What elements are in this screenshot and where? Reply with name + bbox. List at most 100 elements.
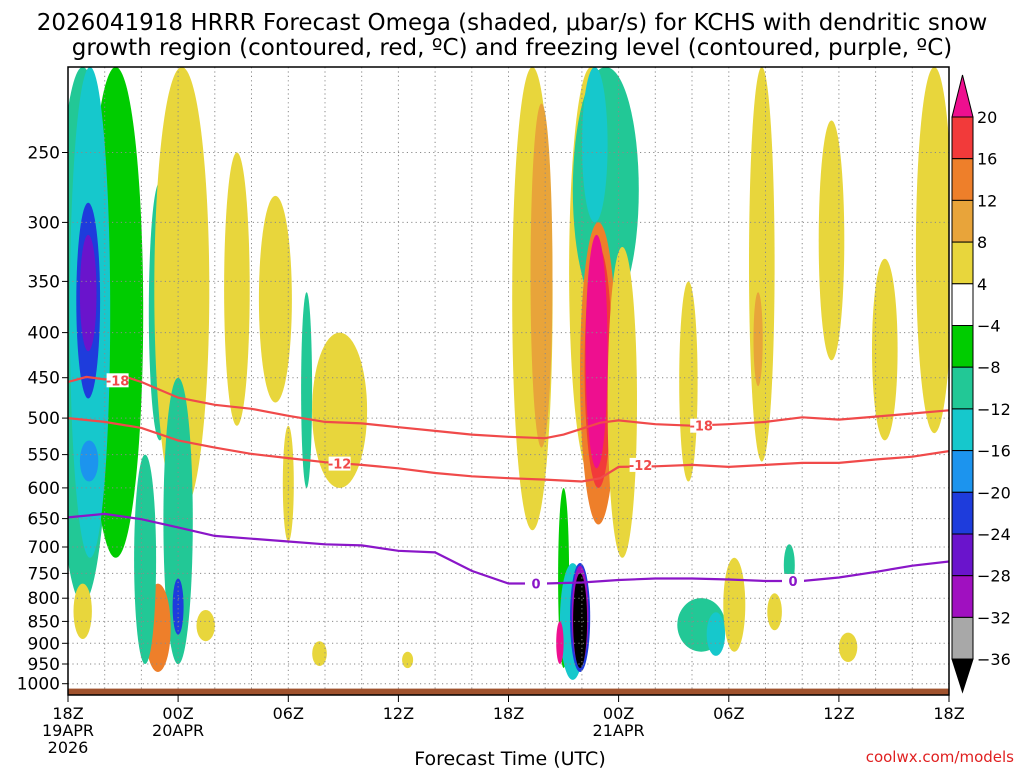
y-tick-label-800: 800	[28, 589, 60, 609]
x-tick-label-30-1: 21APR	[593, 721, 645, 740]
omega-region-39	[556, 621, 564, 664]
colorbar-label-8: −16	[977, 442, 1011, 461]
contour-label-2-0: 0	[531, 578, 540, 593]
contour-label-bg	[106, 373, 129, 388]
x-axis-title: Forecast Time (UTC)	[414, 748, 605, 768]
y-tick-label-250: 250	[28, 144, 60, 164]
colorbar-label-0: 20	[977, 108, 997, 127]
omega-region-42	[723, 557, 746, 652]
omega-region-20	[312, 332, 368, 488]
y-tick-label-950: 950	[28, 655, 60, 675]
y-tick-label-650: 650	[28, 510, 60, 530]
omega-region-38	[573, 573, 588, 668]
y-tick-label-300: 300	[28, 213, 60, 233]
omega-region-43	[679, 281, 698, 482]
contour-label-bg	[629, 457, 652, 472]
omega-region-44	[749, 67, 775, 462]
colorbar-label-1: 16	[977, 150, 997, 169]
contour-label-1-0: -12	[328, 458, 352, 473]
colorbar-bin-6	[951, 325, 974, 368]
colorbar-bin-13	[951, 616, 974, 660]
x-tick-label-12-0: 06Z	[273, 704, 304, 723]
omega-region-51	[838, 632, 858, 662]
chart-title-line1: 2026041918 HRRR Forecast Omega (shaded, …	[37, 10, 988, 36]
chart-title-line2: growth region (contoured, red, ºC) and f…	[72, 35, 953, 61]
contour-label-bg	[525, 576, 547, 591]
x-tick-label-18-0: 12Z	[383, 704, 414, 723]
colorbar-label-12: −32	[977, 608, 1011, 627]
colorbar-label-13: −36	[977, 650, 1011, 669]
contour-line-1	[68, 417, 949, 483]
x-tick-label-6-0: 00Z	[162, 704, 193, 723]
x-tick-label-48-0: 18Z	[933, 704, 964, 723]
omega-region-45	[753, 292, 763, 387]
omega-region-50	[767, 593, 782, 631]
colorbar-bottom-arrow	[951, 658, 974, 694]
omega-region-24	[282, 425, 294, 542]
colorbar-bin-9	[951, 450, 974, 493]
omega-region-5	[79, 440, 99, 482]
omega-region-18	[224, 152, 250, 426]
omega-region-15	[134, 454, 157, 664]
colorbar-top-arrow	[951, 74, 974, 118]
x-tick-label-0-0: 18Z	[52, 704, 83, 723]
x-tick-label-6-1: 20APR	[152, 721, 204, 740]
x-tick-label-42-0: 12Z	[823, 704, 854, 723]
x-tick-label-30-0: 00Z	[603, 704, 634, 723]
contour-label-0-0: -18	[106, 374, 130, 389]
omega-region-22	[402, 651, 414, 669]
omega-region-21	[312, 641, 327, 666]
colorbar-bin-7	[951, 366, 974, 410]
colorbar-bin-5	[951, 283, 974, 326]
contour-line-0	[68, 374, 949, 440]
x-tick-label-36-0: 06Z	[713, 704, 744, 723]
omega-region-33	[607, 247, 637, 558]
contour-label-2-1: 0	[788, 575, 797, 590]
colorbar-label-9: −20	[977, 483, 1011, 502]
colorbar-label-4: 4	[977, 275, 987, 294]
omega-region-23	[301, 292, 313, 488]
y-tick-label-450: 450	[28, 369, 60, 389]
contour-label-bg	[782, 574, 804, 588]
y-tick-label-400: 400	[28, 324, 60, 344]
contour-label-bg	[690, 418, 713, 433]
ground-surface	[68, 688, 949, 695]
colorbar-label-10: −24	[977, 525, 1011, 544]
omega-region-16	[73, 583, 92, 639]
omega-region-4	[79, 234, 97, 352]
omega-region-41	[706, 612, 726, 656]
colorbar-label-7: −12	[977, 400, 1011, 419]
colorbar-bin-12	[951, 575, 974, 618]
omega-region-48	[915, 67, 949, 434]
y-tick-label-700: 700	[28, 538, 60, 558]
omega-region-26	[530, 103, 553, 448]
colorbar-label-2: 12	[977, 191, 997, 210]
y-tick-label-550: 550	[28, 446, 60, 466]
omega-region-12	[172, 578, 184, 635]
omega-region-19	[258, 195, 292, 403]
credit-link[interactable]: coolwx.com/models	[866, 748, 1014, 766]
colorbar-label-11: −28	[977, 567, 1011, 586]
colorbar: 20 16 12 8 4 −4 −8 −12 −16 −20 −24 −28 −32 −36	[951, 74, 1011, 694]
colorbar-bin-4	[951, 241, 974, 285]
omega-region-32	[585, 234, 608, 469]
y-axis: 2503003504004505005506006507007508008509…	[17, 144, 68, 695]
y-tick-label-1000: 1000	[17, 675, 60, 695]
x-tick-label-24-0: 18Z	[493, 704, 524, 723]
y-tick-label-900: 900	[28, 634, 60, 654]
gridlines	[68, 67, 949, 695]
plot-background	[68, 67, 949, 695]
colorbar-bin-11	[951, 533, 974, 577]
omega-region-47	[872, 258, 898, 441]
y-tick-label-350: 350	[28, 272, 60, 292]
colorbar-bin-10	[951, 491, 974, 535]
contour-label-1-1: -12	[629, 459, 653, 474]
y-tick-label-850: 850	[28, 612, 60, 632]
colorbar-bin-1	[951, 116, 974, 160]
y-tick-label-750: 750	[28, 564, 60, 584]
omega-region-29	[582, 67, 608, 223]
x-tick-label-0-2: 2026	[48, 738, 89, 757]
